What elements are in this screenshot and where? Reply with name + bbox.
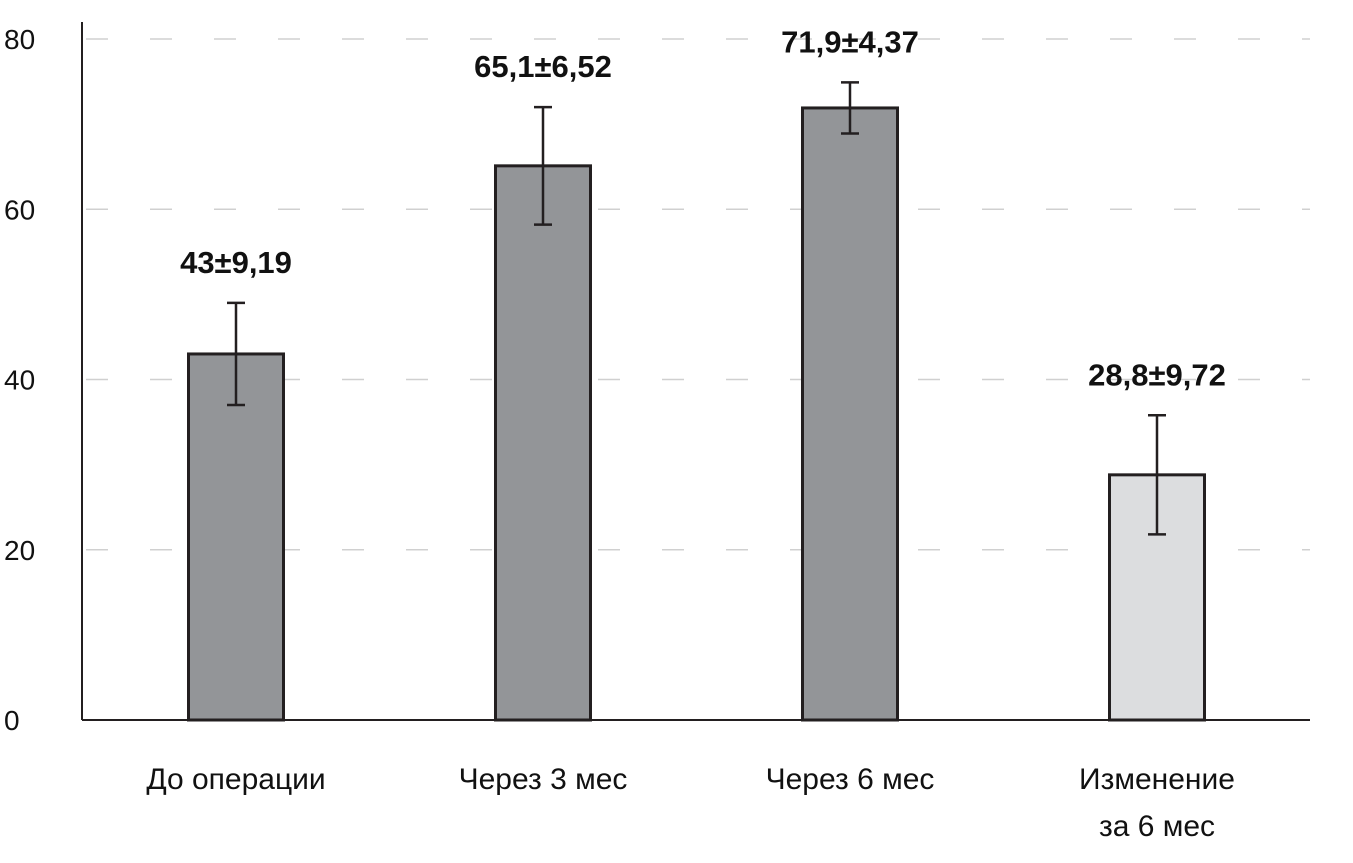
x-tick-label: Через 3 мес	[459, 763, 628, 796]
labels: 0 20 40 60 80 43±9,19 65,1±6,52 71,9±4,37 28,8±9…	[4, 24, 1235, 843]
x-tick-label-line: Через 6 мес	[766, 763, 935, 796]
data-label: 43±9,19	[180, 245, 292, 280]
data-label: 28,8±9,72	[1088, 357, 1226, 392]
data-label: 71,9±4,37	[781, 24, 919, 59]
bar	[187, 352, 285, 722]
x-tick-label-line: за 6 мес	[1099, 810, 1215, 843]
axes	[81, 22, 1310, 721]
bars	[187, 106, 1206, 722]
y-tick-label: 0	[4, 705, 20, 736]
data-label: 65,1±6,52	[474, 49, 612, 84]
gridlines	[86, 38, 1310, 551]
y-tick-label: 60	[4, 194, 35, 225]
error-bars	[227, 81, 1166, 536]
y-tick-label: 20	[4, 535, 35, 566]
bar	[801, 106, 899, 722]
y-tick-label: 40	[4, 365, 35, 396]
x-tick-label-line: До операции	[146, 763, 325, 796]
x-tick-label-line: Изменение	[1079, 763, 1235, 796]
bar	[494, 164, 592, 722]
x-tick-label-line: Через 3 мес	[459, 763, 628, 796]
y-tick-label: 80	[4, 24, 35, 55]
x-tick-label: Через 6 мес	[766, 763, 935, 796]
x-tick-label: До операции	[146, 763, 325, 796]
x-tick-label: Изменение за 6 мес	[1079, 763, 1235, 843]
